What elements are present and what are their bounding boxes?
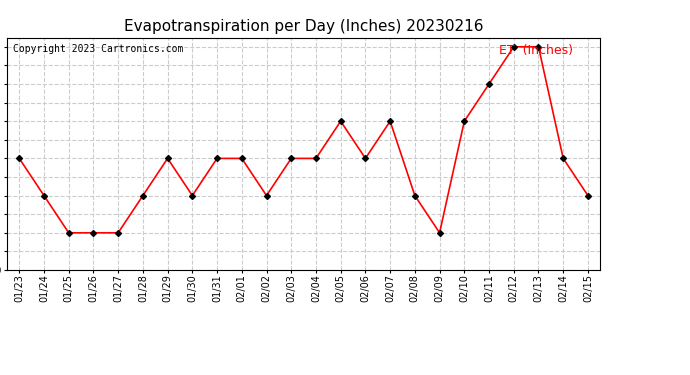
Text: Copyright 2023 Cartronics.com: Copyright 2023 Cartronics.com bbox=[13, 45, 184, 54]
Title: Evapotranspiration per Day (Inches) 20230216: Evapotranspiration per Day (Inches) 2023… bbox=[124, 18, 484, 33]
Text: ET  (Inches): ET (Inches) bbox=[500, 45, 573, 57]
